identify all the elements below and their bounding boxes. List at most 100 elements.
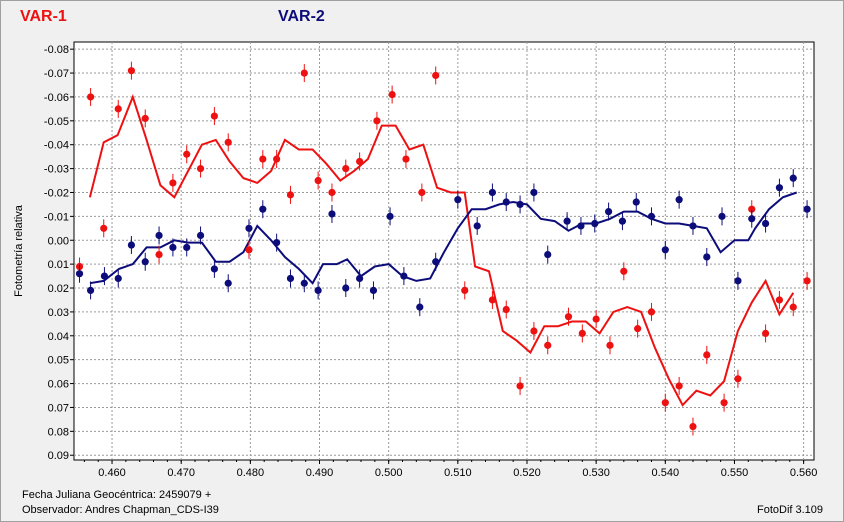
series-2-point: [259, 205, 267, 213]
y-tick-label: -0.04: [44, 140, 69, 152]
series-1-point: [100, 224, 108, 232]
y-tick-label: 0.04: [48, 331, 69, 343]
series-1-point: [432, 71, 440, 80]
series-1-trend-line: [88, 93, 795, 407]
series-1-point: [342, 164, 350, 173]
series-1-point: [703, 351, 711, 359]
series-1-point: [300, 69, 308, 77]
x-tick-label: 0.490: [306, 467, 334, 479]
julian-date-label: Fecha Juliana Geocéntrica: 2459079 +: [22, 489, 212, 501]
series-2-point: [400, 272, 408, 280]
series-2-point: [454, 196, 462, 204]
x-tick-label: 0.560: [790, 467, 818, 479]
series-1-point: [210, 112, 218, 120]
series-2-point: [100, 272, 109, 280]
series-1-point: [720, 399, 728, 407]
y-tick-label: -0.02: [44, 187, 69, 199]
legend-var2-label: VAR-2: [278, 8, 325, 25]
series-1-point: [328, 188, 336, 197]
series-2-point: [196, 231, 205, 240]
series-2-point: [775, 184, 784, 192]
series-2-point: [183, 243, 191, 252]
series-2-point: [369, 286, 378, 295]
series-1-point: [183, 150, 191, 158]
series-1-point: [761, 329, 770, 338]
x-tick-label: 0.550: [721, 467, 749, 479]
series-1-point: [748, 205, 756, 213]
x-tick-label: 0.460: [98, 467, 126, 479]
series-2-point: [618, 217, 627, 225]
series-2-point: [803, 205, 811, 213]
series-2-point: [286, 274, 295, 283]
series-1-point: [155, 250, 163, 259]
y-tick-label: -0.07: [44, 68, 69, 80]
series-2-point: [169, 243, 177, 252]
series-1-point: [86, 93, 95, 101]
series-1-point: [544, 341, 552, 349]
series-1-point: [516, 382, 524, 390]
series-1-point: [661, 399, 669, 407]
x-tick-label: 0.470: [167, 467, 195, 479]
series-1-point: [689, 422, 697, 431]
x-tick-label: 0.530: [582, 467, 610, 479]
series-1-point: [245, 246, 253, 254]
series-1-point: [388, 90, 396, 99]
series-1-point: [314, 176, 322, 185]
series-1-point: [620, 267, 628, 275]
series-2-point: [314, 286, 322, 295]
series-1-point: [356, 157, 364, 166]
series-2-point: [761, 219, 770, 228]
series-2-point: [563, 217, 571, 225]
y-tick-label: -0.06: [44, 92, 69, 104]
series-2-trend-line: [89, 191, 798, 285]
series-2-point: [675, 196, 683, 204]
y-tick-label: 0.05: [48, 355, 69, 367]
series-1-point: [564, 313, 573, 321]
series-1-point: [259, 155, 267, 163]
series-1-point: [402, 155, 410, 163]
series-2-point: [591, 219, 599, 228]
series-2-point: [224, 279, 232, 287]
series-1-point: [461, 286, 469, 295]
series-2-point: [342, 284, 350, 292]
series-2-point: [530, 188, 538, 197]
series-2-point: [502, 198, 510, 206]
series-1-point: [789, 303, 797, 311]
series-2-point: [127, 241, 136, 249]
series-1-point: [647, 308, 656, 316]
series-1-point: [273, 155, 281, 163]
x-tick-label: 0.500: [375, 467, 403, 479]
series-2-point: [577, 222, 585, 230]
y-tick-label: 0.09: [48, 450, 69, 462]
series-1-point: [127, 67, 136, 75]
series-2-point: [356, 274, 364, 283]
series-2-point: [155, 231, 163, 240]
series-2-point: [245, 224, 253, 232]
series-1-point: [169, 179, 177, 187]
series-1-point: [775, 296, 784, 304]
series-1-point: [578, 329, 586, 338]
series-1-point: [141, 114, 149, 123]
series-2-point: [632, 198, 640, 206]
y-tick-label: -0.08: [44, 44, 69, 56]
y-tick-label: 0.01: [48, 259, 69, 271]
series-2-point: [544, 250, 552, 259]
software-version-label: FotoDif 3.109: [757, 504, 824, 516]
observer-label: Observador: Andres Chapman_CDS-I39: [22, 504, 219, 516]
series-1-point: [418, 188, 426, 197]
y-tick-label: 0.03: [48, 307, 69, 319]
series-2-point: [718, 212, 726, 220]
series-2-point: [210, 265, 218, 273]
series-2-point: [703, 253, 711, 261]
series-1-point: [114, 105, 122, 113]
series-2-point: [86, 286, 95, 295]
series-2-point: [748, 215, 756, 223]
series-1-point: [803, 277, 811, 285]
series-2-point: [386, 212, 394, 220]
series-2-point: [75, 270, 84, 278]
y-axis-title: Fotometría relativa: [13, 204, 25, 297]
y-tick-label: -0.05: [44, 116, 69, 128]
series-2-point: [789, 174, 797, 182]
series-2-point: [516, 200, 524, 209]
